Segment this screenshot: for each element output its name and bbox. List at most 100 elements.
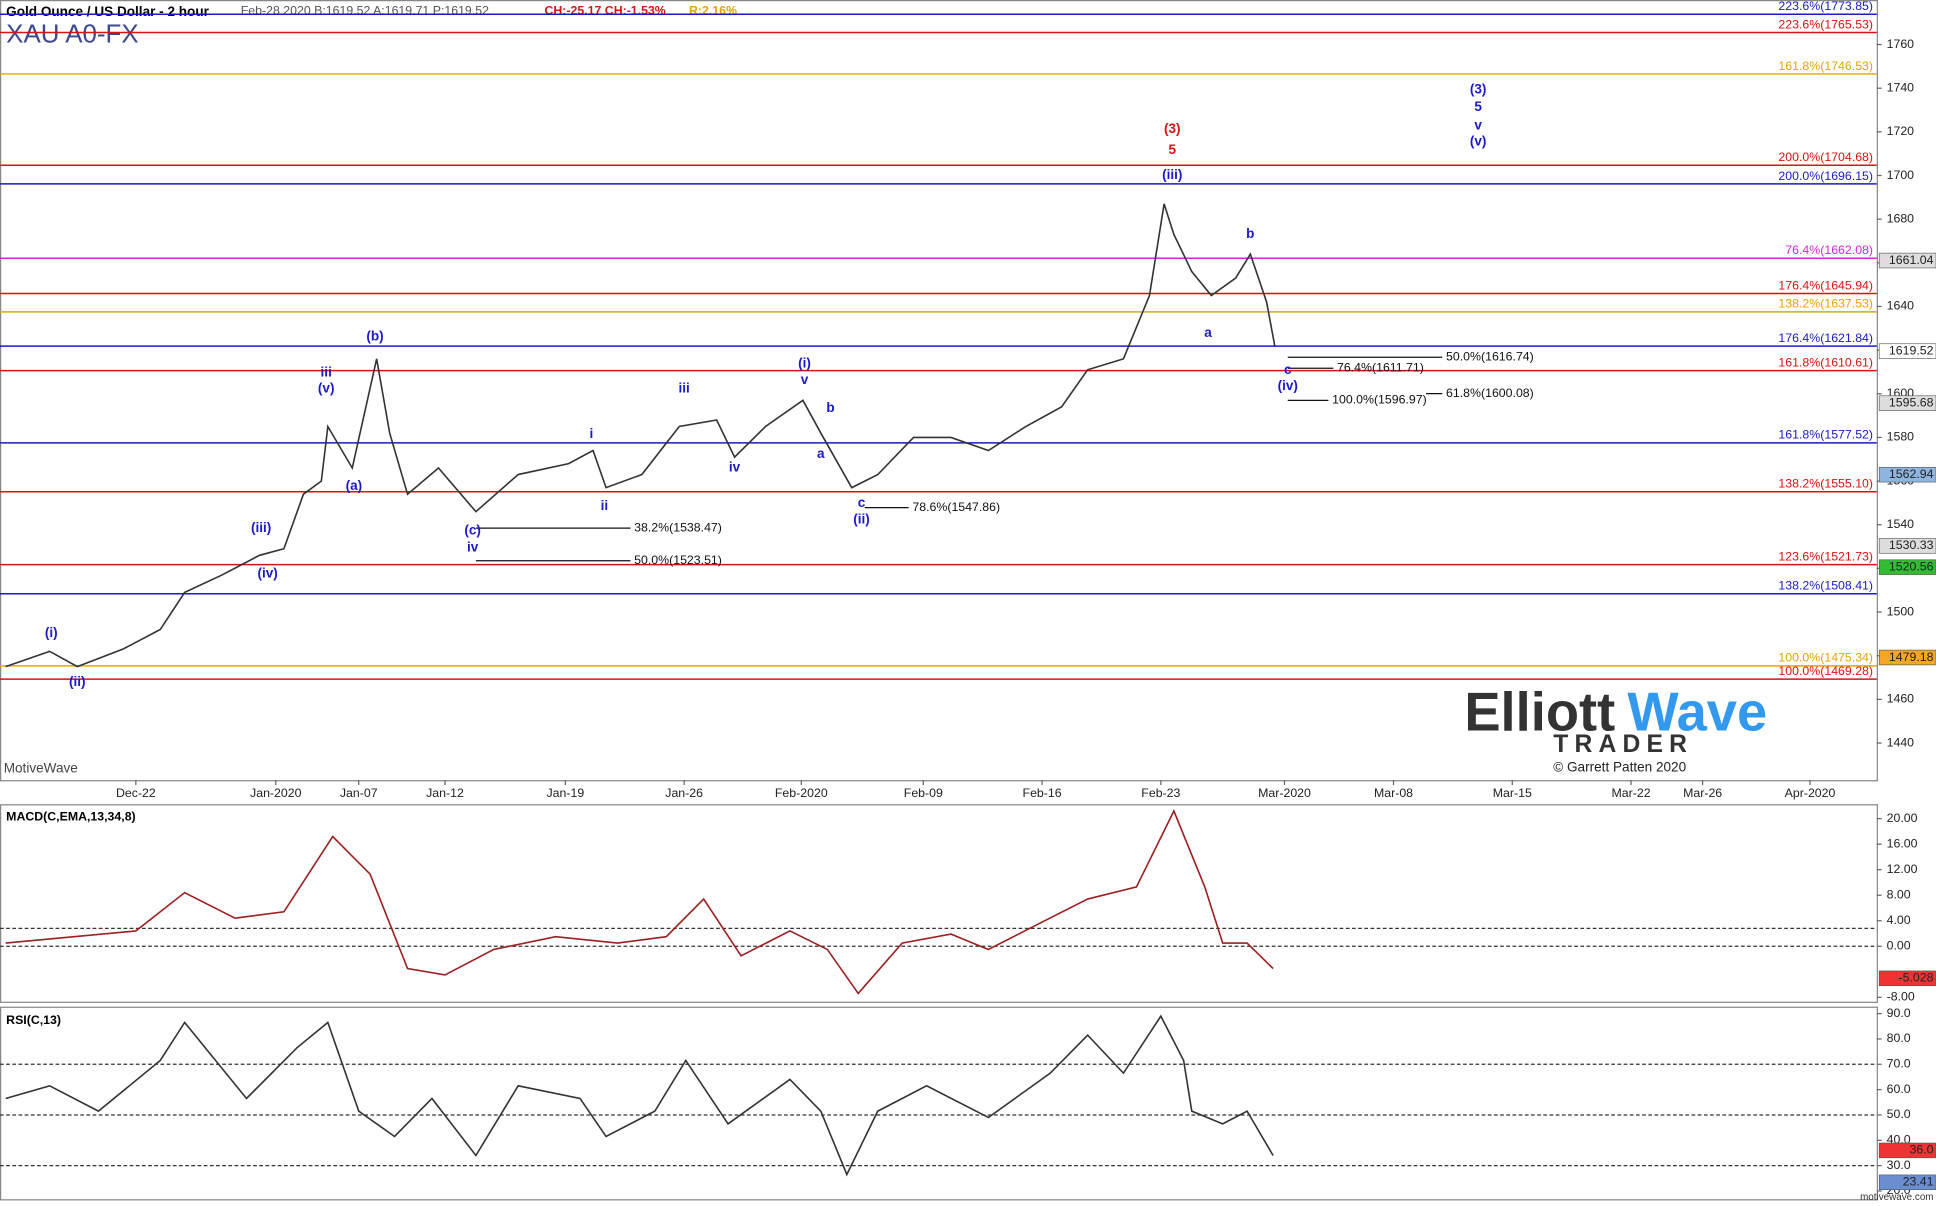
wave-label: iv: [729, 460, 741, 475]
retracement-label: 50.0%(1523.51): [634, 553, 722, 567]
main-panel: [0, 0, 1878, 782]
fib-label: 161.8%(1577.52): [1778, 428, 1873, 442]
site: motivewave.com: [1860, 1192, 1933, 1203]
y-tick-label: 4.00: [1887, 913, 1911, 927]
fib-label: 161.8%(1610.61): [1778, 355, 1873, 369]
x-tick-label: Apr-2020: [1785, 786, 1836, 800]
wave-label: (c): [464, 522, 481, 537]
price-tag: [1878, 1174, 1936, 1191]
x-tick-label: Feb-16: [1023, 786, 1062, 800]
wave-label: i: [590, 426, 594, 441]
x-tick-label: Mar-2020: [1258, 786, 1311, 800]
wave-label: (iv): [257, 566, 277, 581]
y-tick-label: 60.0: [1887, 1082, 1911, 1096]
range: R:2.16%: [689, 3, 737, 17]
wave-label: iv: [467, 540, 479, 555]
price-tag: [1878, 649, 1936, 666]
price-tag: [1878, 343, 1936, 359]
macd-panel: [0, 804, 1878, 1003]
quote: Feb-28 2020 B:1619.52 A:1619.71 P:1619.5…: [241, 3, 489, 17]
price-tag: [1878, 395, 1936, 411]
y-tick-label: 1540: [1887, 517, 1915, 531]
fib-label: 100.0%(1475.34): [1778, 651, 1873, 665]
fib-label: 176.4%(1621.84): [1778, 331, 1873, 345]
price-tag-label: 1661.04: [1889, 253, 1934, 267]
macd-title: MACD(C,EMA,13,34,8): [6, 809, 136, 823]
wave-label: iii: [321, 364, 332, 379]
x-tick-label: Mar-15: [1493, 786, 1532, 800]
retracement-label: 100.0%(1596.97): [1332, 393, 1427, 407]
price-line: [5, 203, 1276, 668]
wave-label: a: [1204, 325, 1212, 340]
price-tag-label: 1595.68: [1889, 395, 1934, 409]
y-tick-label: 1580: [1887, 430, 1915, 444]
fib-label: 223.6%(1773.85): [1778, 0, 1873, 13]
y-tick-label: -8.00: [1887, 990, 1915, 1004]
y-tick-label: 12.00: [1887, 862, 1918, 876]
retracement-label: 78.6%(1547.86): [912, 500, 1000, 514]
fib-label: 100.0%(1469.28): [1778, 664, 1873, 678]
wave-label: (v): [318, 381, 335, 396]
x-tick-label: Jan-12: [426, 786, 464, 800]
fib-label: 176.4%(1645.94): [1778, 278, 1873, 292]
wave-label: v: [1474, 118, 1482, 133]
price-tag: [1878, 559, 1936, 575]
wave-label: (ii): [69, 674, 86, 689]
symbol: XAU A0-FX: [6, 21, 138, 49]
wave-label: (iii): [251, 520, 271, 535]
y-tick-label: 1440: [1887, 735, 1915, 749]
wave-label: (i): [798, 356, 811, 371]
y-tick-label: 90.0: [1887, 1006, 1911, 1020]
price-tag-label: 36.0: [1910, 1143, 1934, 1157]
indicator-line: [5, 809, 1274, 995]
retracement-label: 61.8%(1600.08): [1446, 386, 1534, 400]
y-tick-label: 1460: [1887, 692, 1915, 706]
price-tag-label: 1562.94: [1889, 467, 1934, 481]
wave-label: 5: [1474, 99, 1482, 114]
y-tick-label: 8.00: [1887, 887, 1911, 901]
fib-label: 200.0%(1704.68): [1778, 150, 1873, 164]
y-tick-label: 1500: [1887, 604, 1915, 618]
wave-label: b: [1246, 226, 1254, 241]
y-tick-label: 0.00: [1887, 939, 1911, 953]
x-tick-label: Feb-23: [1141, 786, 1180, 800]
price-tag-label: 1619.52: [1889, 343, 1934, 357]
logo-trader: TRADER: [1553, 731, 1693, 758]
retracement-label: 38.2%(1538.47): [634, 520, 722, 534]
price-tag: [1878, 252, 1936, 269]
wave-label: 5: [1168, 142, 1176, 157]
rsi-panel: [0, 1006, 1878, 1201]
y-tick-label: 1700: [1887, 168, 1915, 182]
y-tick-label: 1680: [1887, 211, 1915, 225]
wave-label: iii: [678, 381, 689, 396]
price-tag-label: 1530.33: [1889, 538, 1934, 552]
fib-label: 123.6%(1521.73): [1778, 549, 1873, 563]
wave-label: ii: [601, 498, 609, 513]
wave-label: v: [801, 372, 809, 387]
fib-label: 76.4%(1662.08): [1785, 243, 1873, 257]
x-tick-label: Mar-22: [1612, 786, 1651, 800]
wave-label: c: [1284, 362, 1292, 377]
price-tag: [1878, 1142, 1936, 1159]
logo-wave: Wave: [1627, 681, 1767, 742]
x-tick-label: Mar-26: [1683, 786, 1722, 800]
y-tick-label: 1640: [1887, 299, 1915, 313]
x-tick-label: Jan-19: [547, 786, 585, 800]
platform: MotiveWave: [4, 761, 78, 776]
price-tag-label: -5.028: [1899, 971, 1934, 985]
retracement-label: 76.4%(1611.71): [1337, 360, 1424, 374]
fib-label: 200.0%(1696.15): [1778, 169, 1873, 183]
wave-label: (3): [1164, 121, 1181, 136]
y-tick-label: 1740: [1887, 80, 1915, 94]
retracement-label: 50.0%(1616.74): [1446, 350, 1534, 364]
y-tick-label: 30.0: [1887, 1158, 1911, 1172]
price-tag: [1878, 970, 1936, 987]
y-tick-label: 1760: [1887, 37, 1915, 51]
fib-label: 138.2%(1555.10): [1778, 477, 1873, 491]
wave-label: (iii): [1162, 167, 1182, 182]
fib-label: 161.8%(1746.53): [1778, 59, 1873, 73]
wave-label: b: [826, 400, 834, 415]
wave-label: (iv): [1278, 378, 1298, 393]
